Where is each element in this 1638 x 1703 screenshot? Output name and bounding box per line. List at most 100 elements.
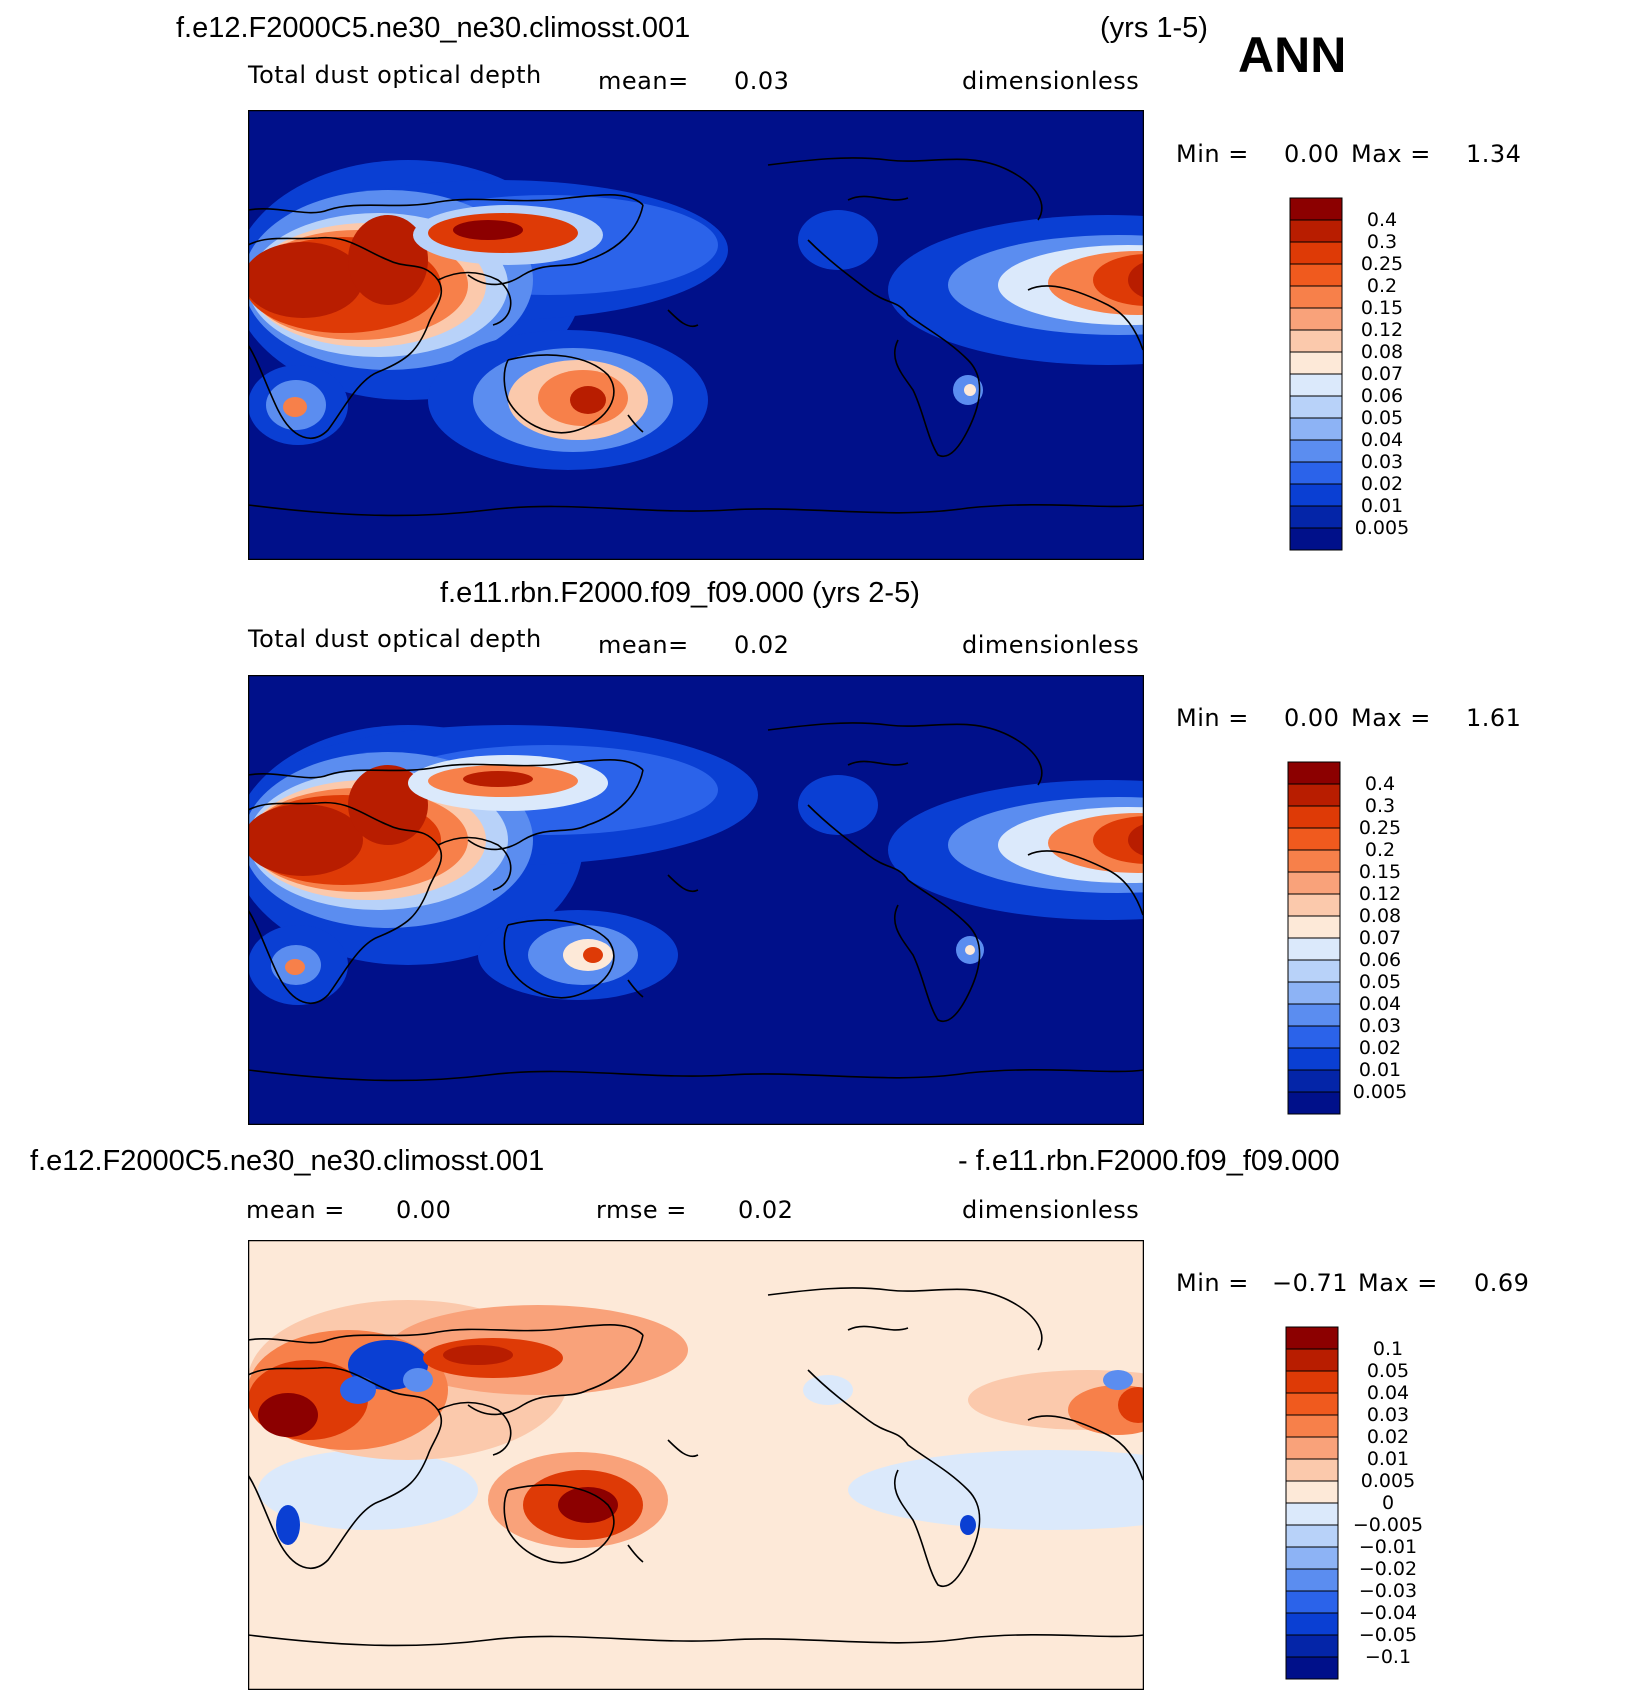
colorbar-tick-label: 0.01: [1359, 1059, 1401, 1081]
colorbar-swatch: [1285, 1546, 1339, 1570]
colorbar-swatch: [1289, 373, 1343, 397]
panel3-max-label: Max =: [1358, 1269, 1438, 1297]
panel3-min-label: Min =: [1176, 1269, 1249, 1297]
colorbar-swatch: [1287, 1069, 1341, 1093]
panel3-mean-label: mean =: [246, 1196, 345, 1224]
colorbar-tick-label: 0.04: [1367, 1382, 1409, 1404]
colorbar-swatch: [1285, 1436, 1339, 1460]
colorbar-swatch: [1285, 1634, 1339, 1658]
colorbar-tick-label: 0.05: [1367, 1360, 1409, 1382]
colorbar-swatch: [1287, 783, 1341, 807]
colorbar-tick-label: 0.005: [1361, 1470, 1415, 1492]
panel1-mean-label: mean=: [598, 67, 689, 95]
panel2-min-value: 0.00: [1284, 704, 1340, 732]
colorbar-tick-label: 0.3: [1365, 795, 1395, 817]
colorbar-swatch: [1285, 1590, 1339, 1614]
panel1-title: f.e12.F2000C5.ne30_ne30.climosst.001: [176, 12, 691, 44]
colorbar-swatch: [1287, 827, 1341, 851]
coastlines: [248, 1287, 1144, 1647]
panel3-mean-value: 0.00: [396, 1196, 452, 1224]
colorbar-tick-label: 0.12: [1359, 883, 1401, 905]
colorbar-swatch: [1285, 1370, 1339, 1394]
panel2-mean-label: mean=: [598, 631, 689, 659]
colorbar-swatch: [1287, 981, 1341, 1005]
colorbar-swatch: [1287, 805, 1341, 829]
colorbar-tick-label: 0.1: [1373, 1338, 1403, 1360]
colorbar-tick-label: 0.25: [1361, 253, 1403, 275]
colorbar-tick-label: 0.005: [1353, 1081, 1407, 1103]
colorbar-tick-label: 0.25: [1359, 817, 1401, 839]
colorbar-swatch: [1287, 1047, 1341, 1071]
colorbar-tick-label: 0.04: [1359, 993, 1401, 1015]
colorbar-tick-label: 0.2: [1367, 275, 1397, 297]
colorbar-tick-label: 0.04: [1361, 429, 1403, 451]
colorbar-tick-label: 0.03: [1359, 1015, 1401, 1037]
colorbar-swatch: [1289, 439, 1343, 463]
panel3-title-right: - f.e11.rbn.F2000.f09_f09.000: [958, 1145, 1340, 1177]
colorbar-tick-label: −0.04: [1359, 1602, 1417, 1624]
colorbar-swatch: [1285, 1502, 1339, 1526]
panel1-variable: Total dust optical depth: [248, 61, 542, 89]
panel1-colorbar: 0.40.30.250.20.150.120.080.070.060.050.0…: [1289, 197, 1409, 551]
panel3-rmse-label: rmse =: [596, 1196, 687, 1224]
colorbar-swatch: [1285, 1458, 1339, 1482]
colorbar-tick-label: 0.12: [1361, 319, 1403, 341]
colorbar-swatch: [1287, 761, 1341, 785]
panel3-map: [248, 1240, 1144, 1690]
map-frame: [248, 1240, 1144, 1690]
colorbar-swatch: [1289, 505, 1343, 529]
colorbar-tick-label: 0.15: [1361, 297, 1403, 319]
colorbar-tick-label: 0.3: [1367, 231, 1397, 253]
colorbar-swatch: [1285, 1480, 1339, 1504]
colorbar-tick-label: 0.15: [1359, 861, 1401, 883]
colorbar-tick-label: 0.005: [1355, 517, 1409, 539]
colorbar-swatch: [1289, 219, 1343, 243]
colorbar-swatch: [1289, 351, 1343, 375]
panel1-max-value: 1.34: [1466, 140, 1522, 168]
colorbar-swatch: [1287, 915, 1341, 939]
colorbar-tick-label: 0.05: [1359, 971, 1401, 993]
colorbar-tick-label: 0.01: [1361, 495, 1403, 517]
colorbar-tick-label: −0.02: [1359, 1558, 1417, 1580]
colorbar-swatch: [1289, 417, 1343, 441]
dust-plumes: [248, 160, 1144, 470]
colorbar-tick-label: 0.2: [1365, 839, 1395, 861]
panel2-map: [248, 675, 1144, 1125]
panel1-units: dimensionless: [962, 67, 1140, 95]
map-frame: [248, 675, 1144, 1125]
colorbar-swatch: [1285, 1612, 1339, 1636]
colorbar-tick-label: 0.06: [1361, 385, 1403, 407]
panel2-colorbar: 0.40.30.250.20.150.120.080.070.060.050.0…: [1287, 761, 1407, 1115]
coastlines: [248, 157, 1144, 517]
colorbar-tick-label: 0.03: [1367, 1404, 1409, 1426]
colorbar-swatch: [1289, 307, 1343, 331]
colorbar-swatch: [1289, 483, 1343, 507]
colorbar-tick-label: 0.01: [1367, 1448, 1409, 1470]
panel1-map: [248, 110, 1144, 560]
colorbar-tick-label: −0.005: [1353, 1514, 1423, 1536]
colorbar-tick-label: 0.05: [1361, 407, 1403, 429]
panel3-rmse-value: 0.02: [738, 1196, 794, 1224]
colorbar-swatch: [1285, 1326, 1339, 1350]
colorbar-swatch: [1285, 1524, 1339, 1548]
colorbar-tick-label: 0.08: [1361, 341, 1403, 363]
colorbar-tick-label: −0.01: [1359, 1536, 1417, 1558]
colorbar-tick-label: 0.02: [1367, 1426, 1409, 1448]
colorbar-tick-label: −0.1: [1365, 1646, 1411, 1668]
coastlines: [248, 722, 1144, 1082]
panel2-units: dimensionless: [962, 631, 1140, 659]
panel3-colorbar: 0.10.050.040.030.020.010.0050−0.005−0.01…: [1285, 1326, 1423, 1680]
colorbar-swatch: [1287, 871, 1341, 895]
panel3-max-value: 0.69: [1474, 1269, 1530, 1297]
panel1-years: (yrs 1-5): [1100, 12, 1208, 44]
colorbar-tick-label: 0.02: [1359, 1037, 1401, 1059]
colorbar-swatch: [1289, 329, 1343, 353]
dust-plumes: [248, 725, 1144, 1005]
panel2-variable: Total dust optical depth: [248, 625, 542, 653]
colorbar-swatch: [1287, 893, 1341, 917]
panel1-mean-value: 0.03: [734, 67, 790, 95]
colorbar-swatch: [1287, 849, 1341, 873]
colorbar-swatch: [1285, 1348, 1339, 1372]
colorbar-swatch: [1289, 285, 1343, 309]
panel2-title: f.e11.rbn.F2000.f09_f09.000 (yrs 2-5): [440, 577, 920, 609]
